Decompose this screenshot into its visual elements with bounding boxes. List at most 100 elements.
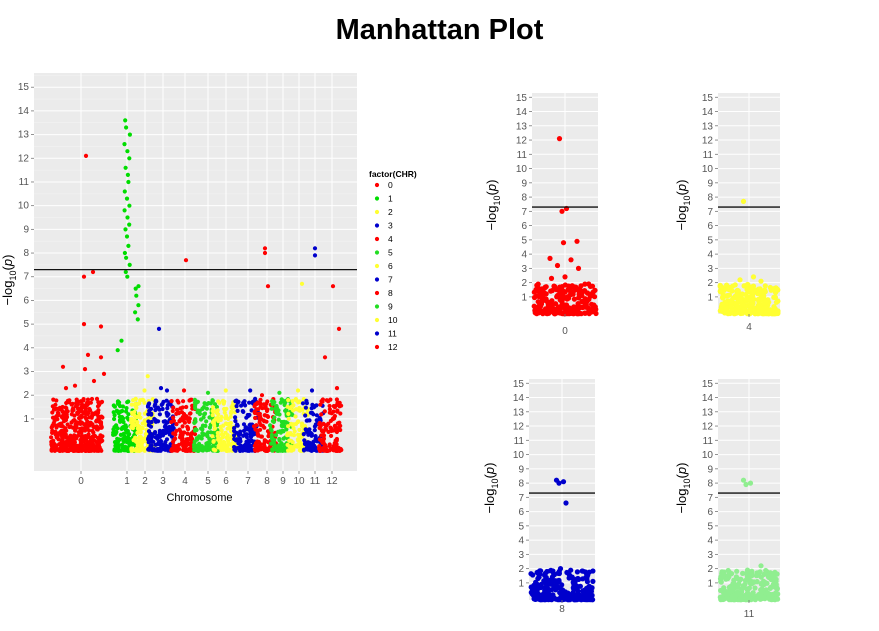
data-point: [257, 420, 262, 425]
data-point: [724, 575, 731, 581]
data-point: [98, 420, 104, 425]
data-point: [575, 265, 582, 271]
y-axis-title-part: (: [674, 190, 689, 195]
data-point: [214, 410, 220, 416]
y-axis-title-part: 10: [490, 478, 500, 488]
data-point: [538, 291, 544, 297]
data-point: [286, 416, 291, 421]
data-point: [253, 402, 258, 407]
data-point: [117, 414, 122, 419]
y-tick-label: 10: [516, 164, 528, 175]
data-point: [164, 420, 169, 425]
data-point: [547, 255, 553, 261]
legend-key-4: [374, 236, 380, 242]
data-point: [268, 423, 273, 428]
data-point: [323, 425, 328, 431]
data-point: [265, 399, 270, 404]
data-point: [136, 303, 141, 308]
data-point: [153, 430, 158, 435]
data-point: [551, 311, 558, 317]
data-point: [559, 208, 565, 214]
data-point: [560, 479, 567, 485]
data-point: [173, 432, 178, 437]
data-point: [80, 438, 85, 443]
data-point: [554, 578, 560, 584]
data-point: [270, 399, 275, 404]
data-point: [337, 448, 342, 453]
data-point: [718, 579, 724, 585]
y-tick-label: 6: [707, 507, 713, 518]
data-point: [157, 412, 162, 417]
y-axis-title-part: 10: [8, 270, 18, 280]
data-point: [323, 445, 328, 450]
data-point: [146, 440, 151, 445]
data-point: [278, 430, 283, 435]
data-point: [243, 425, 248, 430]
data-point: [303, 405, 308, 410]
data-point: [723, 293, 729, 299]
data-point: [742, 581, 748, 588]
y-tick-label: 5: [23, 319, 29, 330]
data-point: [585, 572, 591, 578]
data-point: [67, 437, 72, 442]
legend-label: 4: [388, 234, 393, 244]
data-point: [269, 406, 274, 411]
data-point: [564, 569, 570, 576]
data-point: [55, 417, 60, 422]
data-point: [592, 304, 598, 310]
data-point: [228, 414, 233, 419]
data-point: [537, 301, 543, 307]
data-point: [264, 419, 269, 424]
data-point: [571, 296, 578, 302]
data-point: [277, 438, 282, 443]
data-point: [76, 406, 81, 411]
data-point: [117, 403, 123, 409]
data-point: [258, 427, 263, 432]
data-point: [295, 388, 301, 393]
y-tick-label: 6: [521, 221, 527, 232]
data-point: [111, 410, 116, 415]
data-point: [99, 400, 104, 405]
data-point: [160, 406, 165, 412]
data-point: [590, 568, 596, 574]
data-point: [150, 448, 155, 453]
data-point: [197, 411, 202, 417]
data-point: [233, 445, 238, 450]
data-point: [111, 432, 116, 437]
data-point: [535, 308, 541, 314]
data-point: [125, 215, 130, 220]
data-point: [192, 442, 197, 447]
data-point: [165, 403, 170, 408]
data-point: [240, 446, 246, 451]
data-point: [60, 364, 66, 369]
data-point: [765, 574, 772, 580]
y-tick-label: 10: [702, 164, 714, 175]
data-point: [298, 435, 303, 440]
data-point: [76, 430, 81, 435]
y-tick-label: 5: [521, 235, 527, 246]
data-point: [142, 418, 147, 423]
data-point: [327, 443, 332, 448]
data-point: [726, 584, 732, 590]
data-point: [773, 576, 779, 582]
data-point: [135, 430, 140, 435]
data-point: [253, 415, 258, 421]
y-tick-label: 11: [517, 150, 528, 161]
y-tick-label: 8: [23, 248, 29, 259]
data-point: [125, 274, 130, 279]
data-point: [92, 438, 97, 443]
y-axis-title-part: p: [484, 184, 499, 192]
data-point: [50, 404, 55, 409]
data-point: [718, 594, 724, 601]
data-point: [122, 208, 127, 213]
data-point: [182, 420, 187, 425]
x-tick-label: 8: [264, 476, 270, 487]
data-point: [121, 419, 126, 425]
data-point: [276, 417, 281, 422]
y-axis-title: −log10(p): [484, 180, 502, 231]
y-tick-label: 4: [23, 343, 29, 354]
data-point: [85, 402, 90, 407]
data-point: [535, 281, 541, 287]
data-point: [285, 404, 290, 409]
data-point: [578, 311, 584, 317]
